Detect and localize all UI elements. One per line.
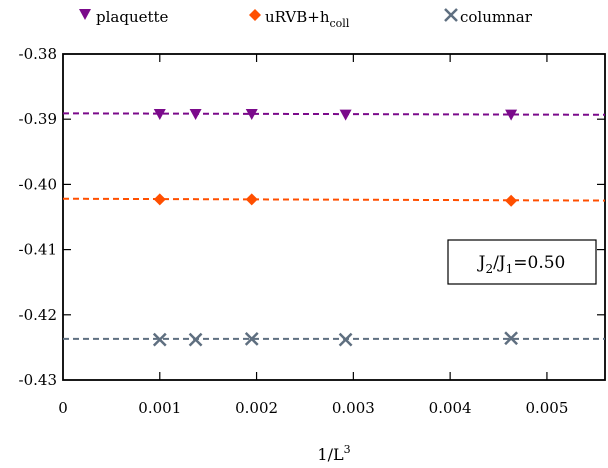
parameter-annotation: J2/J1=0.50 (447, 239, 597, 285)
annotation-slash-j: /J (493, 253, 506, 273)
point-triangle-0 (505, 109, 518, 121)
legend-label-urvb-sub: coll (330, 17, 350, 30)
x-axis-label-base: 1/L (317, 445, 344, 464)
y-tick-label: -0.43 (19, 371, 57, 389)
point-triangle-0 (189, 108, 202, 120)
legend-label-urvb-base: uRVB+h (265, 8, 330, 26)
point-cross-2 (152, 332, 167, 347)
y-tick-label: -0.39 (19, 110, 57, 128)
x-tick-label: 0.003 (332, 399, 375, 417)
annotation-sub-2: 2 (485, 262, 493, 276)
fit-line-0 (62, 112, 606, 116)
point-diamond-1 (505, 194, 518, 207)
x-axis: 0 0.001 0.002 0.003 0.004 0.005 (58, 54, 568, 417)
x-tick-label: 0.001 (138, 399, 181, 417)
legend-marker-plaquette (79, 9, 91, 20)
x-tick-label: 0.002 (235, 399, 278, 417)
point-triangle-0 (339, 109, 352, 121)
y-tick-label: -0.42 (19, 306, 57, 324)
annotation-text: J2/J1=0.50 (477, 253, 566, 276)
data-points (152, 108, 519, 347)
point-triangle-0 (245, 108, 258, 120)
point-triangle-0 (153, 108, 166, 120)
y-tick-label: -0.38 (19, 45, 57, 63)
legend-marker-columnar (444, 8, 458, 22)
legend-label-columnar: columnar (460, 8, 533, 26)
legend-label-plaquette: plaquette (96, 8, 169, 26)
legend: plaquette uRVB+hcoll columnar (79, 8, 533, 30)
legend-label-urvb: uRVB+hcoll (265, 8, 350, 30)
annotation-j: J (477, 253, 486, 273)
point-diamond-1 (245, 193, 258, 206)
y-tick-label: -0.41 (19, 241, 57, 259)
point-cross-2 (338, 332, 353, 347)
x-axis-label: 1/L3 (317, 443, 350, 464)
x-tick-label: 0.005 (525, 399, 568, 417)
point-cross-2 (504, 331, 519, 346)
annotation-value: =0.50 (513, 253, 565, 273)
annotation-sub-1: 1 (506, 262, 514, 276)
legend-marker-urvb (249, 9, 261, 21)
fit-lines (62, 112, 606, 340)
plot-frame (62, 53, 606, 381)
point-cross-2 (188, 332, 203, 347)
y-axis: -0.38 -0.39 -0.40 -0.41 -0.42 -0.43 (19, 45, 605, 389)
x-tick-label: 0.004 (429, 399, 472, 417)
x-axis-label-sup: 3 (344, 443, 351, 456)
x-tick-label: 0 (58, 399, 68, 417)
annotation-box (447, 239, 597, 285)
point-diamond-1 (153, 193, 166, 206)
point-cross-2 (244, 332, 259, 346)
fit-line-1 (62, 197, 606, 202)
y-tick-label: -0.40 (19, 175, 57, 193)
